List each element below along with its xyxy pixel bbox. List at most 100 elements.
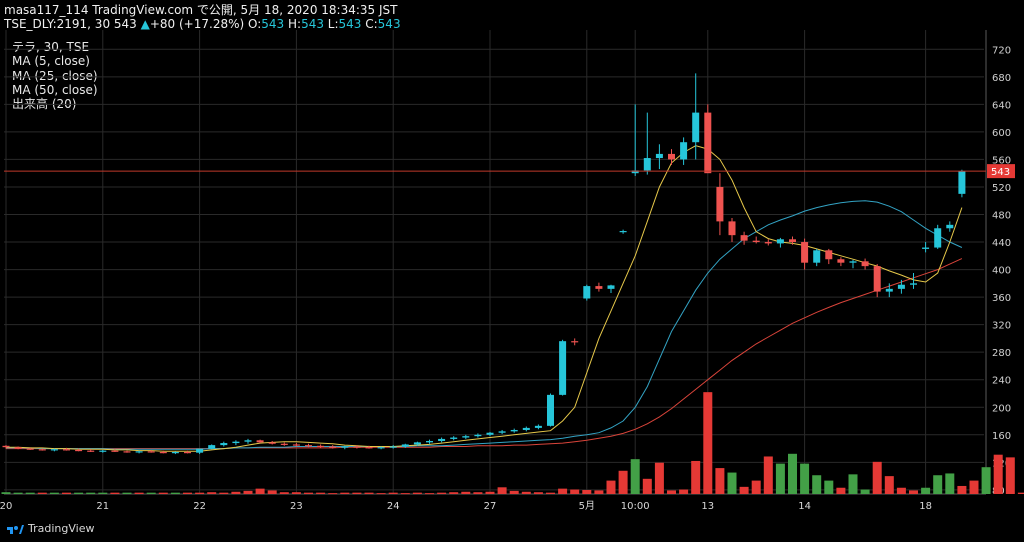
volume-bar xyxy=(267,490,277,494)
legend-ma50[interactable]: MA (50, close) xyxy=(12,82,98,97)
tradingview-logo-icon xyxy=(7,524,24,534)
candle-body xyxy=(317,445,325,448)
candle-body xyxy=(704,112,712,174)
volume-bar xyxy=(848,474,858,494)
volume-bar xyxy=(933,475,943,494)
volume-bar xyxy=(594,490,604,494)
candle-body xyxy=(135,451,143,453)
candle-body xyxy=(668,153,675,160)
tradingview-logo[interactable]: TradingView xyxy=(6,522,94,535)
x-tick-label: 27 xyxy=(484,501,497,512)
volume-bar xyxy=(37,492,47,494)
volume-bar xyxy=(364,492,374,494)
candle-body xyxy=(837,259,845,263)
candle-body xyxy=(220,443,228,446)
candle-body xyxy=(655,153,663,159)
legend-ma5[interactable]: MA (5, close) xyxy=(12,54,90,69)
candle-body xyxy=(389,446,397,448)
candle-body xyxy=(26,448,34,450)
legend-symbol[interactable]: テラ, 30, TSE xyxy=(12,40,90,54)
volume-bar xyxy=(921,487,931,494)
volume-bar xyxy=(49,492,59,494)
candle-body xyxy=(256,440,264,443)
volume-bar xyxy=(872,461,882,494)
y-tick-label: 280 xyxy=(992,348,1011,359)
volume-bar xyxy=(945,473,955,494)
candle-body xyxy=(486,432,494,435)
close-label: C: xyxy=(361,17,378,31)
volume-bar xyxy=(25,492,35,494)
volume-bar xyxy=(1,492,11,494)
volume-bar xyxy=(473,492,483,494)
volume-bar xyxy=(691,460,701,494)
candle-body xyxy=(438,438,446,441)
candle-body xyxy=(897,284,905,289)
volume-bar xyxy=(158,492,168,494)
ma5-line xyxy=(6,145,963,452)
candle-body xyxy=(522,427,530,430)
candle-body xyxy=(111,450,119,452)
candle-body xyxy=(87,450,95,452)
current-price-tag xyxy=(987,164,1015,179)
y-tick-label: 640 xyxy=(992,100,1011,111)
volume-bar xyxy=(679,489,689,494)
candle-body xyxy=(813,250,821,263)
high-label: H: xyxy=(284,17,302,31)
x-tick-label: 18 xyxy=(919,501,932,512)
candle-body xyxy=(619,231,627,233)
candle-body xyxy=(595,286,603,289)
x-tick-label: 21 xyxy=(96,501,109,512)
candle-body xyxy=(184,452,191,454)
candle-body xyxy=(75,449,83,452)
volume-bar xyxy=(751,480,761,494)
tradingview-brand: TradingView xyxy=(28,522,95,535)
volume-bar xyxy=(376,493,386,495)
open-value: 543 xyxy=(261,17,285,31)
volume-bar xyxy=(328,493,338,495)
candle-body xyxy=(885,288,893,292)
candle-body xyxy=(789,239,796,243)
volume-bar xyxy=(812,475,822,494)
candle-body xyxy=(292,444,300,446)
candle-body xyxy=(147,451,155,453)
ma25-line xyxy=(6,200,963,450)
volume-bar xyxy=(1017,492,1024,494)
y-tick-label: 200 xyxy=(992,403,1011,414)
volume-bar xyxy=(497,487,507,494)
candle-body xyxy=(413,442,421,445)
x-tick-label: 14 xyxy=(798,501,811,512)
volume-bar xyxy=(134,492,144,494)
candle-body xyxy=(776,239,784,244)
y-tick-label: 440 xyxy=(992,238,1011,249)
close-value: 543 xyxy=(377,17,401,31)
volume-bar xyxy=(836,487,846,494)
candle-body xyxy=(14,447,22,449)
volume-bar xyxy=(231,491,241,494)
candle-body xyxy=(123,451,131,453)
candle-body xyxy=(341,446,349,448)
volume-bar xyxy=(775,463,785,494)
x-tick-label: 10:00 xyxy=(621,501,650,512)
volume-bar xyxy=(1005,457,1015,494)
volume-bar xyxy=(606,480,616,494)
y-tick-label: 560 xyxy=(992,155,1011,166)
volume-bar xyxy=(981,467,991,494)
legend-ma25[interactable]: MA (25, close) xyxy=(12,68,98,83)
candle-body xyxy=(50,449,58,451)
y-tick-label: 600 xyxy=(992,128,1011,139)
volume-bar xyxy=(98,492,108,494)
volume-bar xyxy=(86,492,96,494)
candle-body xyxy=(631,170,639,174)
volume-bar xyxy=(146,492,156,494)
candle-body xyxy=(232,441,240,444)
candle-body xyxy=(716,186,724,222)
volume-bar xyxy=(969,480,979,494)
candle-body xyxy=(547,394,554,426)
volume-bar xyxy=(558,488,568,494)
ohlc-bar: TSE_DLY:2191, 30 543 ▲+80 (+17.28%) O:54… xyxy=(4,17,401,31)
volume-bar xyxy=(461,491,471,494)
candle-body xyxy=(159,452,167,454)
volume-bar xyxy=(485,491,495,494)
